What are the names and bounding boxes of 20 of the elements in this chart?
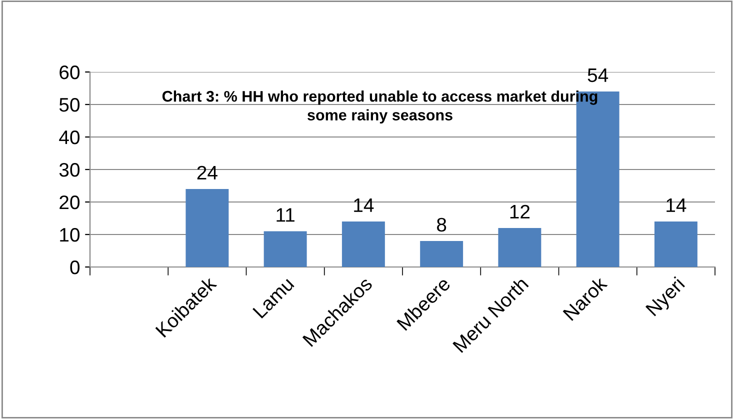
data-label: 14 [666,198,686,212]
bar [498,228,542,267]
bar [186,189,229,267]
data-label: 24 [197,166,218,180]
y-tick-label: 0 [70,260,80,274]
y-tick-label: 30 [59,162,80,177]
data-label: 54 [588,68,608,82]
bar [342,222,385,267]
data-label: 11 [276,208,294,222]
bar [420,241,464,267]
data-label: 14 [354,198,374,212]
data-label: 8 [437,218,446,232]
bar [654,222,698,267]
y-tick-label: 20 [60,195,80,210]
y-tick-label: 60 [60,65,80,80]
data-label: 12 [510,204,530,218]
y-tick-label: 50 [59,98,80,112]
bar [264,231,307,267]
y-tick-label: 10 [60,228,80,242]
y-tick-label: 40 [59,130,80,144]
